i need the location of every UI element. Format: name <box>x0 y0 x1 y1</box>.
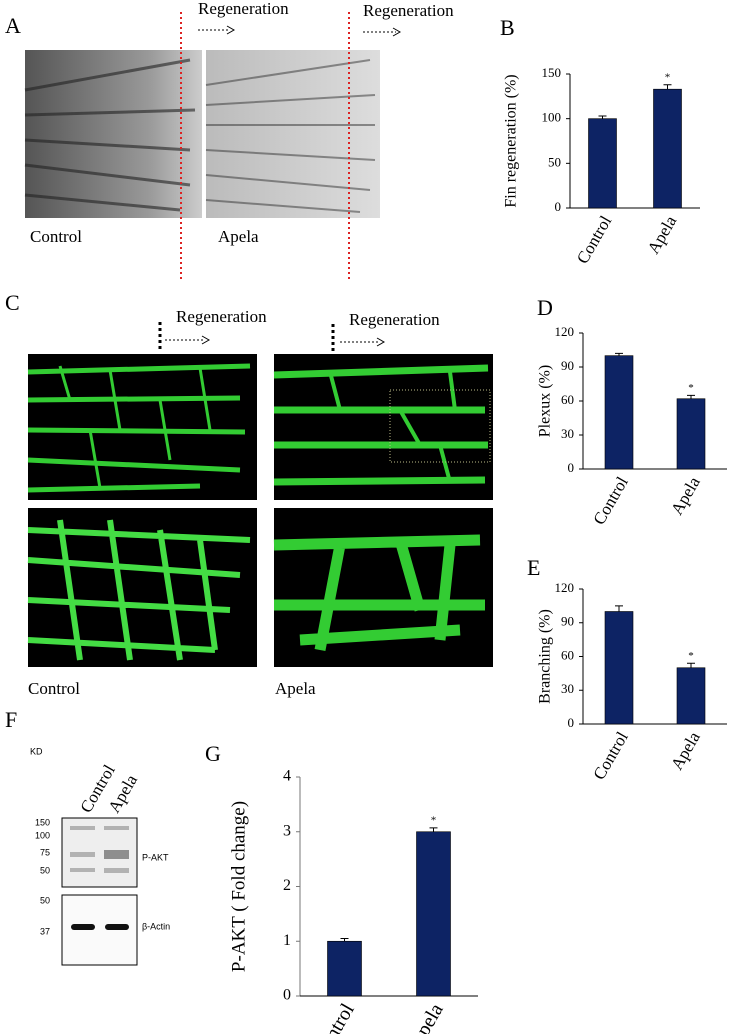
panel-letter: F <box>5 707 17 732</box>
y-tick-label: 150 <box>542 65 562 80</box>
error-bar <box>663 84 672 90</box>
y-tick-label: 60 <box>561 647 574 662</box>
significance: * <box>688 382 694 394</box>
x-tick-label: Apela <box>667 728 704 773</box>
y-tick-label: 0 <box>283 987 291 1004</box>
marker-label: 50 <box>40 865 50 875</box>
fluorescence-image <box>274 354 493 500</box>
significance: * <box>665 71 671 83</box>
y-tick-label: 90 <box>561 358 574 373</box>
zoom-box <box>389 389 491 463</box>
x-tick-label: Apela <box>405 1000 448 1034</box>
vessels <box>27 363 251 493</box>
y-tick-label: 100 <box>542 110 562 125</box>
fin-rays <box>205 59 376 213</box>
arrow-label: Regeneration <box>363 1 454 20</box>
marker-label: 100 <box>35 830 50 840</box>
panel-letter: G <box>205 741 221 766</box>
bar <box>676 667 706 725</box>
arrow-label: Regeneration <box>349 310 440 329</box>
bar <box>653 88 682 209</box>
y-tick-label: 0 <box>555 199 562 214</box>
blot-band <box>105 924 129 930</box>
arrow-head <box>392 27 402 37</box>
y-tick-label: 0 <box>568 715 575 730</box>
y-axis-label: Plexux (%) <box>537 365 554 437</box>
y-tick-label: 120 <box>555 580 575 595</box>
x-tick-label: Apela <box>644 212 681 257</box>
fin-rays <box>24 58 196 212</box>
panel-letter: D <box>537 295 553 320</box>
unit-label: KD <box>30 746 43 756</box>
y-tick-label: 90 <box>561 614 574 629</box>
y-tick-label: 30 <box>561 681 574 696</box>
panel-letter: A <box>5 13 21 38</box>
error-bar <box>598 115 607 119</box>
marker-label: 150 <box>35 817 50 827</box>
fluorescence-image <box>28 354 257 500</box>
y-tick-label: 0 <box>568 460 575 475</box>
blot-band <box>71 924 95 930</box>
vessels <box>27 519 251 661</box>
panel-letter: B <box>500 15 515 40</box>
y-tick-label: 2 <box>283 877 291 894</box>
arrow-label: Regeneration <box>198 0 289 18</box>
blot-bands <box>70 826 129 873</box>
error-bar <box>340 938 349 942</box>
vessels <box>273 364 489 486</box>
x-tick-label: Control <box>309 999 359 1034</box>
fin-image <box>25 50 202 218</box>
y-tick-label: 50 <box>548 154 561 169</box>
marker-label: 37 <box>40 926 50 936</box>
arrow-head <box>376 337 386 347</box>
error-bar <box>429 827 438 832</box>
error-bar <box>687 662 695 668</box>
x-tick-label: Control <box>573 212 616 267</box>
y-tick-label: 120 <box>555 324 575 339</box>
image-label: Control <box>28 679 80 698</box>
panel-letter: C <box>5 290 20 315</box>
error-bar <box>687 394 695 399</box>
vessels <box>273 534 485 652</box>
error-bar <box>615 352 623 356</box>
y-tick-label: 4 <box>283 768 291 785</box>
bar <box>588 118 617 209</box>
bar <box>604 611 634 725</box>
panel-letter: E <box>527 555 540 580</box>
arrow-head <box>226 25 236 35</box>
y-tick-label: 3 <box>283 822 291 839</box>
y-tick-label: 1 <box>283 932 291 949</box>
x-tick-label: Control <box>589 473 632 528</box>
significance: * <box>688 650 694 662</box>
marker-label: 75 <box>40 847 50 857</box>
band-label: P-AKT <box>142 852 169 862</box>
y-axis-label: Fin regeneration (%) <box>503 74 520 207</box>
bar <box>604 355 634 470</box>
y-tick-label: 60 <box>561 392 574 407</box>
band-label: β-Actin <box>142 921 170 931</box>
bar <box>416 831 451 997</box>
image-label: Apela <box>275 679 316 698</box>
bar <box>327 940 362 997</box>
y-tick-label: 30 <box>561 426 574 441</box>
x-tick-label: Control <box>589 728 632 783</box>
image-label: Control <box>30 227 82 246</box>
image-label: Apela <box>218 227 259 246</box>
arrow-label: Regeneration <box>176 307 267 326</box>
y-axis-label: P-AKT ( Fold change) <box>228 801 249 972</box>
marker-label: 50 <box>40 895 50 905</box>
fin-image <box>206 50 380 218</box>
error-bar <box>615 605 623 612</box>
y-axis-label: Branching (%) <box>537 609 554 704</box>
arrow-head <box>201 335 211 345</box>
significance: * <box>431 814 437 826</box>
bar <box>676 398 706 470</box>
x-tick-label: Apela <box>667 473 704 518</box>
